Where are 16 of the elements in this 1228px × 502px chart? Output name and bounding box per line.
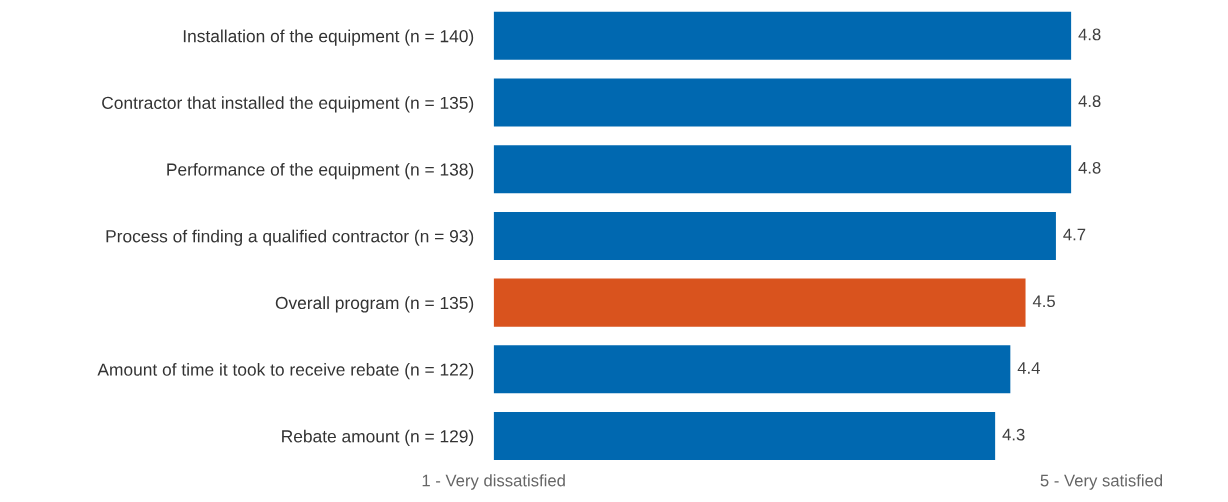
y-tick-label: Overall program (n = 135) <box>275 296 474 313</box>
y-tick-label: Rebate amount (n = 129) <box>282 429 474 446</box>
x-tick-label: 5 - Very satisfied <box>1040 474 1163 490</box>
x-tick-label: 1 - Very dissatisfied <box>422 474 565 490</box>
y-tick-label: Process of finding a qualified contractor (n = 93) <box>106 229 474 246</box>
data-label: 4.3 <box>1002 428 1025 441</box>
data-label: 4.4 <box>1017 362 1040 374</box>
y-tick-label: Installation of the equipment (n = 140) <box>183 29 474 46</box>
data-label: 4.8 <box>1078 95 1101 108</box>
data-label: 4.7 <box>1063 228 1086 241</box>
data-label: 4.8 <box>1078 28 1101 41</box>
y-tick-label: Amount of time it took to receive rebate (n = 122) <box>97 363 474 380</box>
y-tick-label: Performance of the equipment (n = 138) <box>167 162 474 180</box>
y-tick-label: Contractor that installed the equipment (n = 135) <box>102 96 474 113</box>
data-label: 4.5 <box>1032 295 1055 308</box>
data-label: 4.8 <box>1078 161 1101 174</box>
